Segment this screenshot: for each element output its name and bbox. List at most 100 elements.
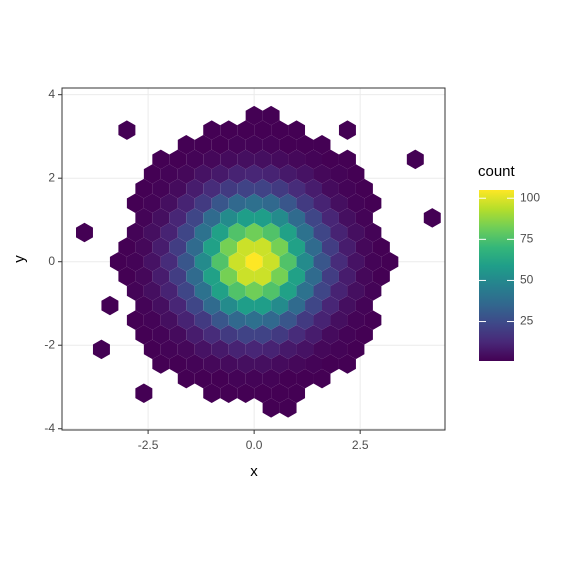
- hex-bin: [109, 251, 127, 272]
- hex-bin: [143, 281, 161, 301]
- hex-bin: [237, 325, 255, 345]
- hex-bin: [347, 339, 365, 360]
- hex-bin: [288, 266, 306, 287]
- hex-bin: [296, 135, 314, 155]
- hex-bin: [126, 193, 144, 213]
- hex-bin: [220, 325, 238, 345]
- hex-bin: [220, 208, 238, 228]
- hex-bin: [271, 208, 289, 228]
- hex-bin: [288, 178, 306, 199]
- hex-bin: [126, 281, 144, 301]
- hex-bin: [296, 193, 314, 213]
- hex-bin: [322, 295, 339, 316]
- hex-bin: [305, 178, 322, 199]
- hex-bin: [152, 178, 170, 199]
- hex-bin: [118, 237, 136, 257]
- hex-bin: [152, 354, 170, 374]
- hex-bin: [254, 208, 272, 228]
- hex-bin: [220, 178, 238, 199]
- hex-bin: [126, 222, 144, 243]
- hex-bin: [135, 178, 153, 199]
- hex-bin: [237, 295, 255, 316]
- hex-bin: [313, 193, 331, 213]
- hex-bin: [262, 310, 280, 330]
- hex-bin: [194, 368, 212, 389]
- hex-bin: [347, 193, 365, 213]
- hex-bin: [194, 135, 212, 155]
- hex-bin: [355, 237, 373, 257]
- hex-bin: [143, 164, 161, 184]
- hex-bin: [194, 222, 212, 243]
- hex-bin: [262, 222, 280, 243]
- hex-bin: [203, 383, 221, 403]
- hex-bin: [143, 222, 161, 243]
- hex-bin: [254, 120, 272, 140]
- hex-bin: [372, 266, 390, 287]
- hex-bin: [322, 237, 339, 257]
- hex-bin: [135, 208, 153, 228]
- hex-bin: [245, 281, 263, 301]
- hex-bin: [245, 310, 263, 330]
- hex-bin: [228, 339, 246, 360]
- hex-bin: [279, 339, 297, 360]
- hex-bin: [288, 120, 306, 140]
- hex-bin: [152, 325, 170, 345]
- x-tick-label: 2.5: [352, 438, 369, 452]
- legend-title: count: [478, 163, 516, 180]
- hex-bin: [152, 295, 170, 316]
- hex-bin: [160, 251, 178, 272]
- hex-bin: [177, 368, 195, 389]
- hex-bin: [347, 251, 365, 272]
- hex-bin: [194, 310, 212, 330]
- hex-bin: [152, 266, 170, 287]
- hex-bin: [254, 178, 272, 199]
- hex-bin: [228, 222, 246, 243]
- hex-bin: [194, 164, 212, 184]
- hex-bin: [228, 164, 246, 184]
- hex-bin: [220, 295, 238, 316]
- hex-bin: [220, 149, 238, 170]
- hex-bin: [381, 251, 399, 272]
- hex-bin: [160, 310, 178, 330]
- colorbar-label: 50: [520, 273, 534, 287]
- hex-bin: [194, 193, 212, 213]
- hex-bin: [186, 325, 204, 345]
- hex-bin: [135, 295, 153, 316]
- hex-bin: [126, 310, 144, 330]
- hex-bin: [220, 354, 238, 374]
- hex-bin: [152, 208, 170, 228]
- hex-bin: [296, 222, 314, 243]
- hex-bin: [322, 266, 339, 287]
- hex-bin: [322, 208, 339, 228]
- hex-bin: [305, 208, 322, 228]
- hex-bin: [211, 339, 229, 360]
- hex-bin: [211, 193, 229, 213]
- hex-bin: [228, 310, 246, 330]
- hex-bin: [279, 310, 297, 330]
- hex-bin: [355, 295, 373, 316]
- hex-bin: [322, 325, 339, 345]
- hex-bin: [330, 251, 348, 272]
- hex-bin: [101, 295, 119, 316]
- hex-bin: [271, 383, 289, 403]
- hex-bin: [135, 325, 153, 345]
- hex-bin: [330, 164, 348, 184]
- hex-bin: [372, 237, 390, 257]
- hex-bin: [160, 339, 178, 360]
- hex-bin: [211, 310, 229, 330]
- hex-bin: [347, 222, 365, 243]
- hex-bin: [237, 178, 255, 199]
- hex-bin: [338, 208, 356, 228]
- hex-bin: [169, 325, 187, 345]
- hex-bin: [322, 149, 339, 170]
- hex-bin: [279, 368, 297, 389]
- hex-bin: [169, 149, 187, 170]
- hex-bin: [305, 295, 322, 316]
- hex-bin: [262, 251, 280, 272]
- y-tick-label: -2: [44, 337, 55, 351]
- y-tick-label: -4: [44, 421, 55, 435]
- hex-bin: [330, 281, 348, 301]
- hex-bin: [237, 149, 255, 170]
- hex-bin: [211, 368, 229, 389]
- hex-bin: [169, 266, 187, 287]
